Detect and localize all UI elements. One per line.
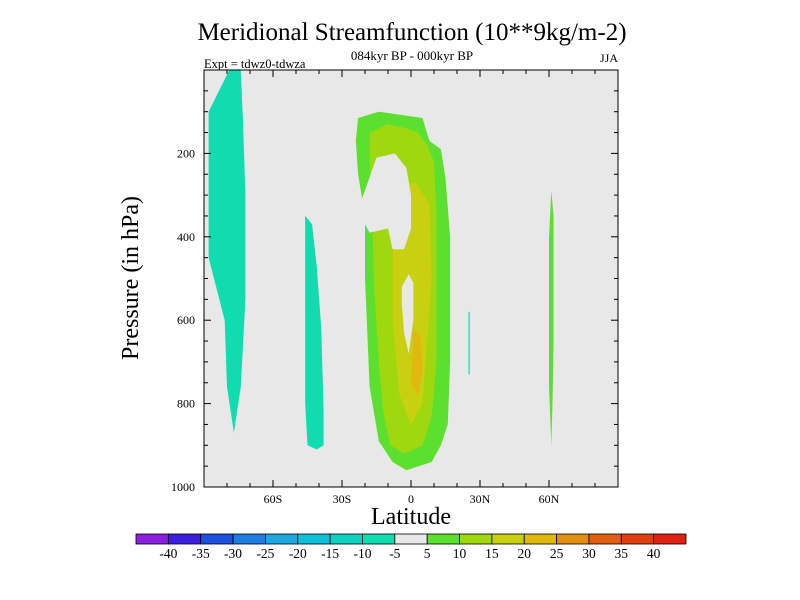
colorbar-label: 5 — [424, 546, 431, 561]
x-tick-label: 30S — [333, 492, 352, 506]
y-tick-label: 400 — [177, 230, 195, 244]
experiment-label: Expt = tdwz0-tdwza — [204, 57, 306, 71]
colorbar-label: -35 — [192, 546, 210, 561]
contour-region-7 — [411, 328, 423, 396]
contour-gap-0 — [360, 153, 411, 250]
colorbar-swatch — [167, 533, 202, 545]
y-tick-label: 200 — [177, 146, 195, 160]
colorbar-label: 35 — [615, 546, 629, 561]
colorbar-swatch — [588, 533, 622, 545]
colorbar-swatch — [653, 533, 687, 545]
x-tick-label: 30N — [470, 492, 491, 506]
colorbar-swatch — [265, 533, 299, 545]
colorbar-swatch — [297, 533, 331, 545]
colorbar-swatch — [200, 533, 234, 545]
colorbar-swatch — [620, 533, 655, 545]
y-axis-label: Pressure (in hPa) — [118, 196, 144, 360]
x-tick-label: 0 — [408, 492, 414, 506]
contour-region-4 — [549, 190, 554, 446]
season-label: JJA — [600, 51, 618, 65]
colorbar-label: 30 — [582, 546, 596, 561]
colorbar-label: 20 — [517, 546, 531, 561]
y-tick-label: 800 — [177, 397, 195, 411]
colorbar-label: -15 — [321, 546, 339, 561]
colorbar-label: 25 — [550, 546, 564, 561]
colorbar-label: -10 — [353, 546, 371, 561]
colorbar-swatch — [491, 533, 525, 545]
colorbar-swatch — [523, 533, 557, 545]
contour-gap-1 — [401, 274, 414, 354]
colorbar-label: -30 — [224, 546, 242, 561]
colorbar-label: -20 — [289, 546, 307, 561]
chart-subtitle: 084kyr BP - 000kyr BP — [351, 48, 473, 63]
x-axis-label: Latitude — [371, 504, 451, 530]
colorbar-label: 15 — [485, 546, 499, 561]
x-tick-label: 60S — [264, 492, 283, 506]
axis-ticks: 60S 30S 0 30N 60N 200 400 600 800 1000 — [171, 70, 618, 506]
colorbar-label: -25 — [256, 546, 274, 561]
colorbar-swatch — [459, 533, 493, 545]
colorbar-swatch — [556, 533, 590, 545]
colorbar-label: -40 — [159, 546, 177, 561]
colorbar-swatch — [394, 533, 428, 545]
colorbar-swatch — [232, 533, 266, 545]
colorbar-swatch — [135, 533, 169, 545]
contour-region-0 — [208, 70, 246, 433]
colorbar-label: -5 — [389, 546, 400, 561]
colorbar-swatch — [362, 533, 396, 545]
y-tick-label: 1000 — [171, 480, 195, 494]
colorbar-swatch — [329, 533, 363, 545]
contour-region-2 — [468, 311, 470, 375]
contour-fills — [208, 70, 554, 471]
x-tick-label: 60N — [539, 492, 560, 506]
colorbar: -40 -35 -30 -25 -20 -15 -10 -5 5 10 15 20 25 30 35 40 — [135, 533, 687, 561]
colorbar-label: 40 — [647, 546, 661, 561]
chart-title: Meridional Streamfunction (10**9kg/m-2) — [197, 19, 626, 46]
colorbar-label: 10 — [453, 546, 467, 561]
colorbar-swatch — [426, 533, 460, 545]
contour-region-1 — [305, 215, 324, 450]
y-tick-label: 600 — [177, 313, 195, 327]
